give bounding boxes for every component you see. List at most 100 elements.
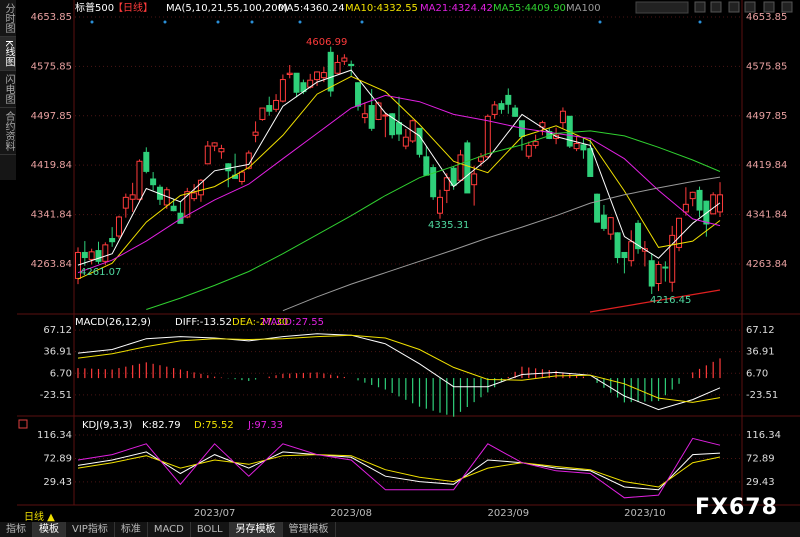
candle-body [225, 163, 232, 172]
candle-body [355, 82, 362, 107]
price-annotation: 4261.07 [80, 267, 121, 278]
y-tick-label: 6.70 [50, 368, 72, 379]
candle-body [375, 102, 382, 120]
ma-line [146, 130, 721, 310]
candle-body [662, 266, 669, 269]
legend-entry: MA10:4332.55 [345, 3, 418, 14]
candle-body [559, 110, 566, 124]
candle-body [368, 105, 375, 129]
sidebar-item[interactable]: 合约资料 [0, 108, 16, 155]
y-tick-label: 4497.85 [31, 111, 72, 122]
tab[interactable]: VIP指标 [66, 522, 115, 537]
ma-line [77, 333, 721, 411]
candle-body [314, 71, 321, 81]
candle-body [477, 156, 484, 162]
y-tick-label: 72.89 [43, 453, 72, 464]
candle-body [505, 94, 512, 105]
candle-body [600, 214, 607, 229]
candle-body [293, 72, 300, 93]
tab-bar: 指标 模板 VIP指标 标准 MACD BOLL 另存模板 管理模板 [0, 522, 800, 537]
candle-body [211, 142, 218, 147]
tab[interactable]: 指标 [0, 522, 33, 537]
candle-body [628, 241, 635, 262]
candle-body [361, 113, 368, 119]
y-tick-label: 67.12 [746, 325, 775, 336]
y-tick-label: -23.51 [746, 390, 778, 401]
candle-body [580, 144, 587, 151]
ma-line [77, 437, 721, 499]
y-tick-label: 4263.84 [746, 259, 787, 270]
legend-entry: MACD:27.55 [262, 317, 324, 328]
y-tick-label: 4263.84 [31, 259, 72, 270]
ma-line [77, 451, 721, 491]
candle-body [348, 63, 355, 67]
candle-body [423, 156, 430, 176]
candle-body [457, 154, 464, 181]
candle-body [682, 203, 689, 213]
candle-body [655, 264, 662, 284]
price-annotation: 4216.45 [650, 295, 691, 306]
x-tick-label: 2023/07 [194, 508, 236, 519]
background [17, 0, 800, 522]
candle-body [109, 238, 116, 243]
candle-body [122, 196, 129, 209]
y-tick-label: 4497.85 [746, 111, 787, 122]
panel-icon[interactable] [18, 419, 28, 429]
candle-body [136, 160, 143, 200]
candle-body [259, 107, 266, 120]
candle-body [389, 113, 396, 136]
y-tick-label: 4575.85 [746, 61, 787, 72]
y-tick-label: 36.91 [43, 347, 72, 358]
tab[interactable]: 模板 [33, 522, 66, 537]
tab[interactable]: MACD [148, 522, 191, 537]
y-tick-label: 4419.84 [31, 160, 72, 171]
ma-line [77, 69, 721, 266]
candle-body [525, 144, 532, 157]
candle-body [443, 177, 450, 191]
candle-body [286, 72, 293, 75]
candle-body [491, 104, 498, 115]
candle-body [484, 115, 491, 158]
legend-entry: DIFF:-13.52 [175, 317, 232, 328]
candle-body [436, 196, 443, 214]
candle-body [273, 99, 280, 110]
candle-body [218, 148, 225, 153]
sidebar: 分时图 K线图 闪电图 合约资料 [0, 0, 16, 180]
tab[interactable]: 另存模板 [229, 522, 283, 537]
candle-body [81, 251, 88, 259]
candle-body [635, 222, 642, 250]
sidebar-item[interactable]: K线图 [0, 37, 16, 71]
sidebar-item[interactable]: 分时图 [0, 0, 16, 37]
tab[interactable]: BOLL [191, 522, 230, 537]
tab[interactable]: 管理模板 [283, 522, 336, 537]
candle-body [102, 244, 109, 262]
x-tick-label: 2023/10 [624, 508, 666, 519]
y-tick-label: 72.89 [746, 453, 775, 464]
tab[interactable]: 标准 [115, 522, 148, 537]
ma-line [77, 75, 721, 280]
toolbar-icons[interactable] [635, 1, 793, 14]
y-tick-label: 29.43 [746, 477, 775, 488]
candle-body [252, 131, 259, 136]
candle-body [266, 105, 273, 112]
candle-body [184, 191, 191, 218]
candle-body [396, 122, 403, 135]
candle-body [143, 151, 150, 172]
period-button[interactable]: 日线 ▲ [24, 510, 55, 522]
sidebar-item[interactable]: 闪电图 [0, 71, 16, 108]
signal-dots [90, 20, 702, 24]
y-tick-label: 67.12 [43, 325, 72, 336]
y-tick-label: 4653.85 [746, 12, 787, 23]
candle-body [587, 148, 594, 177]
candle-body [129, 194, 136, 200]
candle-body [594, 193, 601, 223]
candle-body [430, 167, 437, 198]
candle-body [621, 251, 628, 259]
candle-body [689, 191, 696, 200]
period: 【日线】 [113, 1, 153, 14]
kdj-title: KDJ(9,3,3) [82, 420, 133, 431]
candle-body [170, 205, 177, 212]
legend-entry: D:75.52 [194, 420, 234, 431]
price-annotation: 4606.99 [306, 37, 347, 48]
y-tick-label: 4419.84 [746, 160, 787, 171]
